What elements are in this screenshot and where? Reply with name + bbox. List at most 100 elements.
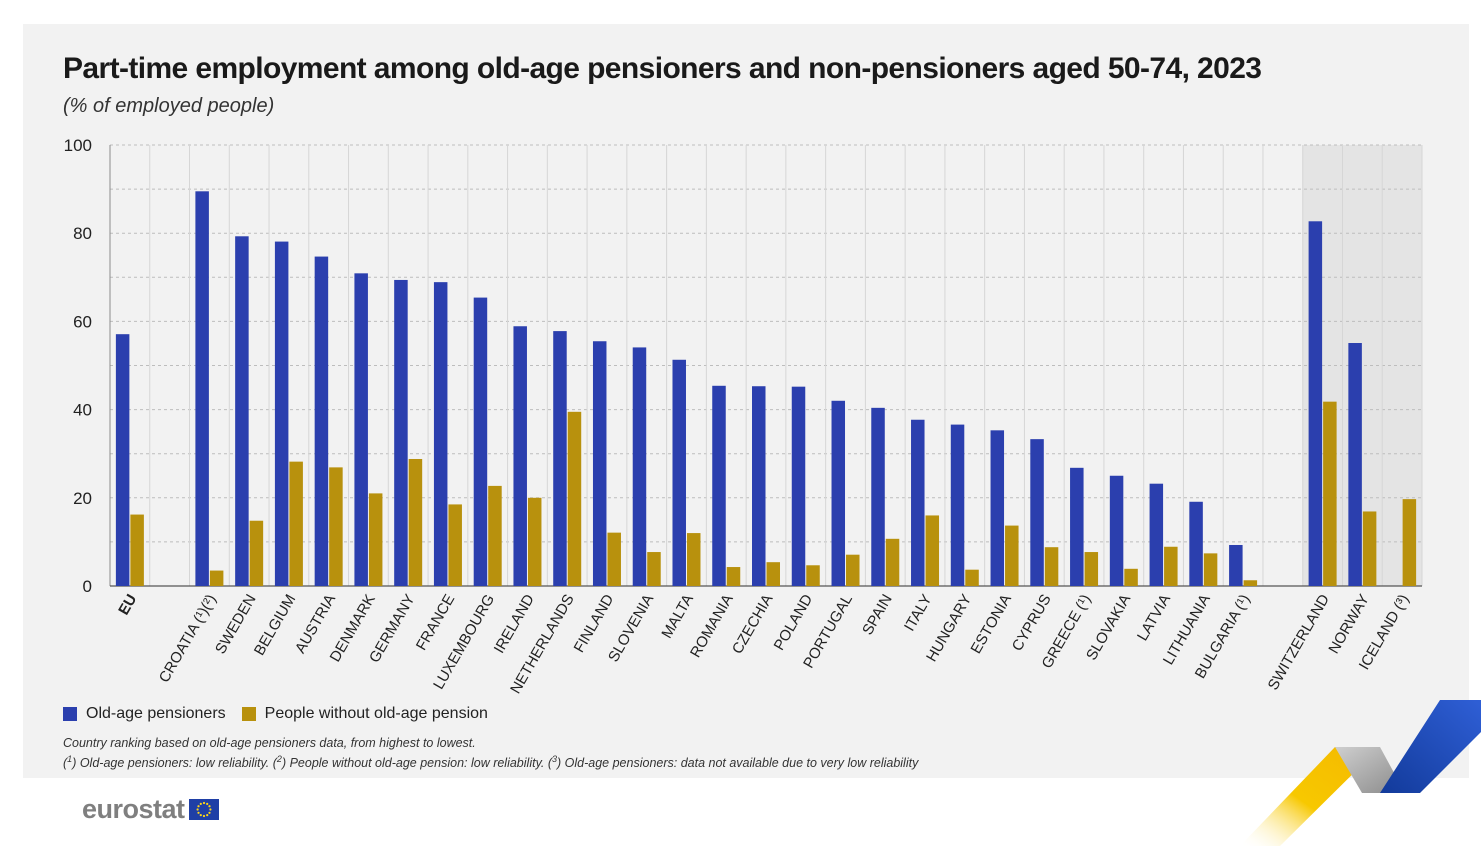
- footnote-mark-2: 2: [276, 754, 282, 764]
- bar-non-pensioners: [806, 565, 820, 586]
- bar-pensioners: [1189, 501, 1203, 586]
- x-tick-label: CYPRUS: [1009, 592, 1055, 655]
- x-tick-label: CZECHIA: [729, 592, 777, 658]
- x-tick-label: POLAND: [771, 591, 817, 653]
- bar-pensioners: [433, 282, 448, 586]
- bar-non-pensioners: [726, 567, 741, 586]
- y-tick-label: 0: [83, 577, 92, 596]
- x-tick-label: LATVIA: [1134, 592, 1174, 644]
- eurostat-logo: eurostat: [82, 794, 219, 825]
- footnote-1: Old-age pensioners: low reliability. (: [76, 756, 277, 771]
- bar-non-pensioners: [527, 497, 542, 586]
- bar-non-pensioners: [329, 467, 343, 586]
- bar-non-pensioners: [766, 562, 780, 586]
- bar-non-pensioners: [686, 533, 701, 586]
- bar-non-pensioners: [965, 569, 979, 586]
- bar-non-pensioners: [1362, 511, 1377, 586]
- bar-non-pensioners: [1164, 546, 1178, 586]
- bar-non-pensioners: [1243, 580, 1258, 586]
- bar-non-pensioners: [289, 461, 303, 586]
- chart-title: Part-time employment among old-age pensi…: [63, 52, 1262, 85]
- legend-label-non-pensioners: People without old-age pension: [264, 705, 488, 722]
- bar-non-pensioners: [1402, 499, 1417, 586]
- bar-pensioners: [235, 236, 249, 587]
- bar-pensioners: [990, 430, 1005, 586]
- bar-pensioners: [1030, 439, 1044, 586]
- bar-pensioners: [1229, 544, 1243, 586]
- bar-pensioners: [791, 386, 806, 586]
- legend-item-pensioners: Old-age pensioners: [63, 705, 226, 723]
- y-tick-label: 60: [73, 312, 92, 331]
- logo-text: eurostat: [82, 794, 185, 824]
- x-tick-label: ESTONIA: [967, 591, 1015, 656]
- y-tick-label: 80: [73, 224, 92, 243]
- chart-subtitle: (% of employed people): [63, 95, 275, 117]
- bar-non-pensioners: [1044, 547, 1059, 586]
- bar-pensioners: [473, 297, 488, 586]
- x-tick-label: CROATIA (¹)(²): [156, 592, 220, 686]
- bar-pensioners: [1348, 343, 1362, 586]
- x-tick-label: EU: [115, 592, 140, 619]
- ranking-note: Country ranking based on old-age pension…: [63, 736, 476, 750]
- legend-item-non-pensioners: People without old-age pension: [241, 705, 488, 723]
- bar-non-pensioners: [249, 520, 264, 586]
- bar-non-pensioners: [1084, 552, 1099, 586]
- bar-non-pensioners: [408, 458, 423, 586]
- x-tick-label: ITALY: [901, 592, 935, 635]
- bar-non-pensioners: [925, 515, 940, 586]
- bar-pensioners: [513, 326, 527, 586]
- bar-non-pensioners: [368, 493, 383, 586]
- eu-flag-icon: [188, 799, 219, 820]
- x-tick-label: FRANCE: [413, 592, 459, 654]
- bar-non-pensioners: [209, 570, 224, 586]
- decorative-ribbon-icon: [1240, 700, 1481, 846]
- bar-non-pensioners: [567, 411, 582, 586]
- bar-pensioners: [1109, 475, 1124, 586]
- x-tick-label: MALTA: [658, 592, 697, 642]
- bar-non-pensioners: [1124, 568, 1138, 586]
- bar-non-pensioners: [607, 532, 621, 586]
- chart-legend: Old-age pensioners People without old-ag…: [63, 705, 504, 723]
- bar-pensioners: [274, 241, 289, 587]
- bar-non-pensioners: [846, 554, 860, 586]
- y-tick-label: 100: [64, 136, 92, 155]
- bar-pensioners: [871, 407, 885, 586]
- bar-pensioners: [1070, 467, 1084, 586]
- footnote-3: Old-age pensioners: data not available d…: [561, 756, 919, 771]
- bar-non-pensioners: [885, 538, 900, 586]
- footnote-mark-3: 3: [552, 754, 558, 764]
- bar-non-pensioners: [1203, 553, 1218, 586]
- bar-non-pensioners: [488, 485, 502, 586]
- x-tick-label: SWITZERLAND: [1265, 591, 1334, 693]
- bar-pensioners: [115, 334, 130, 586]
- bar-non-pensioners: [130, 514, 144, 586]
- bar-pensioners: [1149, 483, 1164, 586]
- bar-pensioners: [831, 400, 846, 586]
- y-tick-label: 20: [73, 489, 92, 508]
- bar-pensioners: [1308, 221, 1323, 586]
- footnotes: (1) Old-age pensioners: low reliability.…: [63, 754, 919, 771]
- bar-pensioners: [911, 419, 925, 586]
- x-tick-label: SPAIN: [859, 592, 896, 639]
- bar-non-pensioners: [448, 504, 462, 586]
- legend-swatch-pensioners: [63, 707, 77, 721]
- bar-pensioners: [592, 341, 607, 586]
- bar-pensioners: [752, 386, 766, 586]
- footnote-2: People without old-age pension: low reli…: [286, 756, 552, 771]
- bar-non-pensioners: [1323, 401, 1337, 586]
- bar-pensioners: [394, 279, 408, 586]
- bar-pensioners: [712, 385, 726, 586]
- bar-pensioners: [354, 273, 368, 586]
- bar-pensioners: [950, 424, 965, 586]
- bar-pensioners: [553, 331, 567, 586]
- y-tick-label: 40: [73, 401, 92, 420]
- bar-pensioners: [195, 191, 209, 586]
- bar-non-pensioners: [647, 552, 661, 586]
- bar-pensioners: [314, 256, 329, 586]
- legend-label-pensioners: Old-age pensioners: [86, 705, 226, 722]
- bar-pensioners: [632, 347, 647, 586]
- footnote-mark-1: 1: [67, 754, 73, 764]
- bar-non-pensioners: [1005, 525, 1019, 586]
- bar-pensioners: [672, 359, 686, 586]
